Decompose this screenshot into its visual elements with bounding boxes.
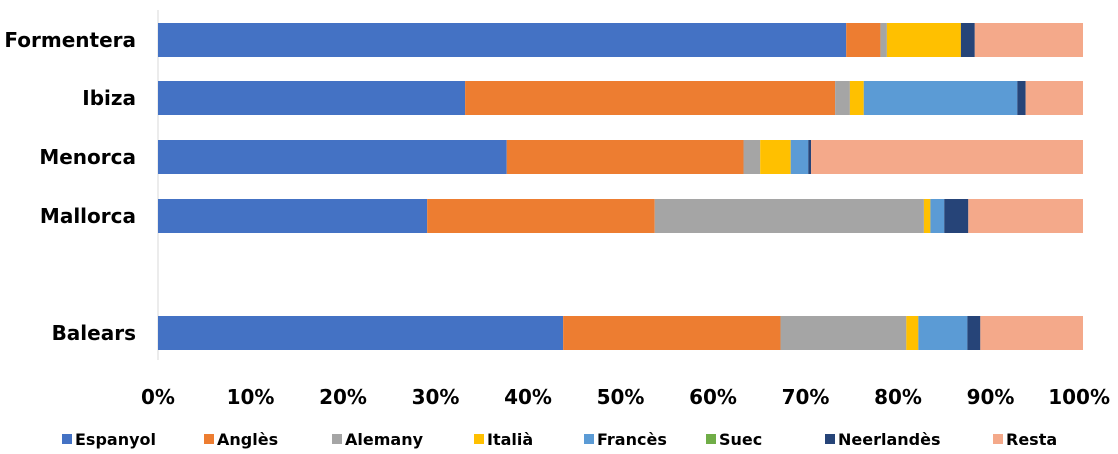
legend-swatch-resta <box>993 434 1003 444</box>
bar-ibiza-espanyol <box>158 81 466 115</box>
bar-mallorca-alemany <box>654 199 924 233</box>
bar-menorca-neerlandes <box>808 140 812 174</box>
bar-balears-italia <box>906 316 919 350</box>
category-label-balears: Balears <box>52 321 136 345</box>
legend-label-suec: Suec <box>719 430 762 449</box>
x-tick-label: 30% <box>412 385 460 409</box>
bar-balears-espanyol <box>158 316 564 350</box>
bar-balears-resta <box>980 316 1083 350</box>
bar-balears-angles <box>563 316 781 350</box>
legend-label-angles: Anglès <box>217 430 278 449</box>
bar-ibiza-alemany <box>835 81 850 115</box>
bar-formentera-angles <box>846 23 881 57</box>
category-label-mallorca: Mallorca <box>40 204 136 228</box>
legend-label-resta: Resta <box>1006 430 1057 449</box>
legend-label-alemany: Alemany <box>345 430 424 449</box>
bar-ibiza-frances <box>863 81 1018 115</box>
bar-ibiza-resta <box>1025 81 1083 115</box>
legend-swatch-italia <box>474 434 484 444</box>
legend-label-espanyol: Espanyol <box>75 430 156 449</box>
x-tick-label: 60% <box>689 385 737 409</box>
bar-menorca-frances <box>790 140 809 174</box>
legend-swatch-espanyol <box>62 434 72 444</box>
x-tick-label: 90% <box>967 385 1015 409</box>
bar-ibiza-italia <box>849 81 864 115</box>
bar-menorca-italia <box>760 140 791 174</box>
x-tick-label: 0% <box>141 385 175 409</box>
bar-balears-alemany <box>780 316 907 350</box>
x-tick-label: 70% <box>782 385 830 409</box>
bar-formentera-neerlandes <box>960 23 975 57</box>
category-label-formentera: Formentera <box>4 28 136 52</box>
category-label-ibiza: Ibiza <box>82 86 136 110</box>
bar-mallorca-italia <box>923 199 931 233</box>
bar-formentera-espanyol <box>158 23 847 57</box>
bar-mallorca-espanyol <box>158 199 428 233</box>
x-tick-label: 100% <box>1048 385 1110 409</box>
x-tick-label: 80% <box>874 385 922 409</box>
bar-menorca-angles <box>506 140 744 174</box>
bar-menorca-resta <box>811 140 1083 174</box>
bar-mallorca-frances <box>930 199 945 233</box>
legend-swatch-alemany <box>332 434 342 444</box>
bar-balears-neerlandes <box>967 316 981 350</box>
bar-ibiza-angles <box>465 81 836 115</box>
bar-mallorca-angles <box>427 199 655 233</box>
legend-swatch-angles <box>204 434 214 444</box>
bar-mallorca-neerlandes <box>944 199 969 233</box>
bar-menorca-espanyol <box>158 140 507 174</box>
legend-swatch-frances <box>584 434 594 444</box>
legend-label-frances: Francès <box>597 430 667 449</box>
x-tick-label: 20% <box>319 385 367 409</box>
bar-mallorca-resta <box>968 199 1083 233</box>
x-tick-label: 50% <box>597 385 645 409</box>
legend-swatch-suec <box>706 434 716 444</box>
bar-formentera-alemany <box>880 23 887 57</box>
legend-label-neerlandes: Neerlandès <box>838 430 940 449</box>
legend-label-italia: Italià <box>487 430 533 449</box>
bar-formentera-resta <box>974 23 1083 57</box>
category-label-menorca: Menorca <box>39 145 136 169</box>
bar-balears-frances <box>918 316 968 350</box>
bar-formentera-italia <box>886 23 961 57</box>
x-tick-label: 10% <box>227 385 275 409</box>
x-tick-label: 40% <box>504 385 552 409</box>
bar-ibiza-neerlandes <box>1017 81 1026 115</box>
bar-menorca-alemany <box>743 140 761 174</box>
legend-swatch-neerlandes <box>825 434 835 444</box>
